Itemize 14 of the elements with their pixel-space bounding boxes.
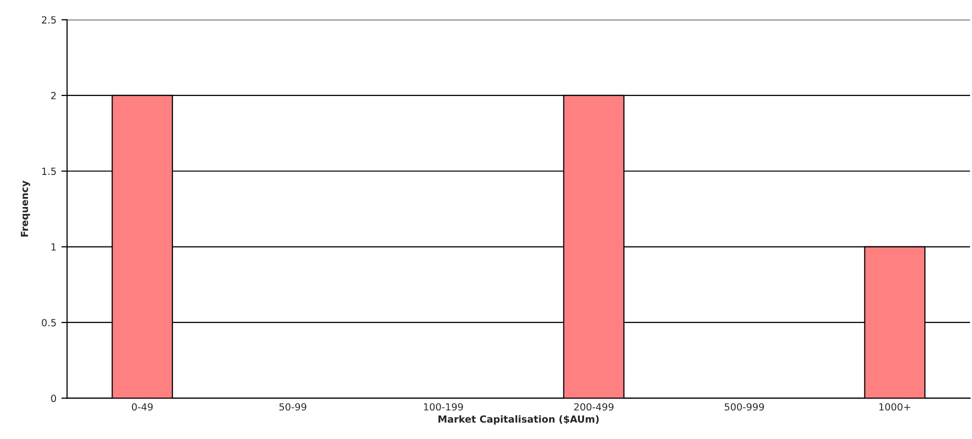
y-tick-label: 1.5 [42,168,56,175]
x-axis-title: Market Capitalisation ($AUm) [438,415,599,425]
x-tick-label: 1000+ [879,403,910,411]
y-tick-label: 1 [52,243,56,250]
x-tick-label: 100-199 [424,403,463,411]
y-tick-label: 0 [51,394,56,402]
x-tick-label: 500-999 [724,403,764,411]
x-tick-label: 0-49 [132,403,153,411]
y-tick-label: 0.5 [42,318,56,326]
x-tick-label: 200-499 [574,403,614,411]
y-tick-label: 2 [51,92,56,100]
y-axis-title: Frequency [20,180,30,237]
x-tick-label: 50-99 [279,403,306,411]
y-tick-label: 2.5 [42,16,56,24]
